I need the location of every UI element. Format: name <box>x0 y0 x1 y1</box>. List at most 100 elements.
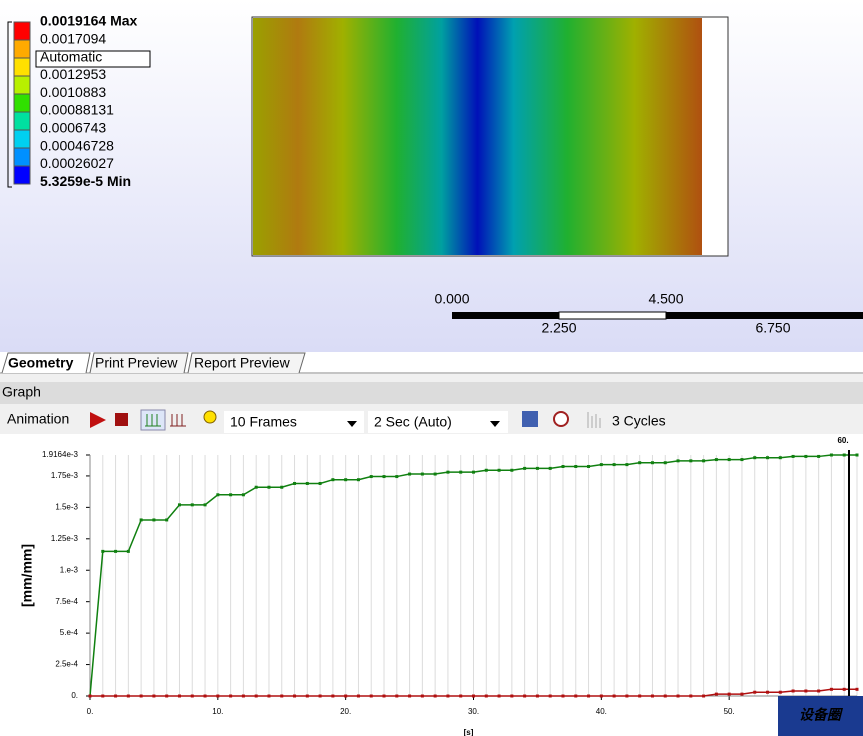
y-tick-label: 1.75e-3 <box>51 471 79 480</box>
series-point <box>152 518 156 522</box>
series-point <box>433 472 437 476</box>
play-button[interactable] <box>90 412 106 428</box>
frames-value[interactable]: 10 Frames <box>230 414 297 430</box>
series-point <box>305 694 309 698</box>
legend-label: 0.0006743 <box>40 120 106 136</box>
series-point <box>139 694 143 698</box>
y-tick-label: 1.25e-3 <box>51 534 79 543</box>
series-point <box>740 692 744 696</box>
series-point <box>216 694 220 698</box>
series-point <box>497 694 501 698</box>
tab[interactable] <box>187 352 306 374</box>
legend-label: 0.0017094 <box>40 31 106 47</box>
series-point <box>676 694 680 698</box>
panel-header <box>0 382 863 404</box>
series-point <box>714 692 718 696</box>
frames-select[interactable] <box>224 411 364 433</box>
series-point <box>472 694 475 698</box>
cycles-icon <box>587 412 601 428</box>
series-point <box>817 689 821 693</box>
stop-button[interactable] <box>115 413 128 426</box>
frames-icon <box>145 414 161 427</box>
series-point <box>331 694 335 698</box>
export-button[interactable] <box>522 411 538 427</box>
series-point <box>804 689 808 693</box>
duration-value[interactable]: 2 Sec (Auto) <box>374 414 452 430</box>
series-point <box>254 485 258 489</box>
contour-plot <box>253 18 702 255</box>
tab-label[interactable]: Geometry <box>8 355 74 371</box>
series-point <box>740 458 744 462</box>
series-point <box>408 472 412 476</box>
dropdown-arrow[interactable] <box>490 421 500 427</box>
zoom-button[interactable] <box>553 411 569 427</box>
x-tick-label: 0. <box>87 707 94 716</box>
series-point <box>369 694 373 698</box>
x-tick-label: 50. <box>724 707 735 716</box>
series-point <box>190 503 194 507</box>
series-point <box>574 694 578 698</box>
series-point <box>689 459 693 463</box>
series-point <box>344 694 348 698</box>
legend-swatch <box>13 147 31 167</box>
series-point <box>280 694 284 698</box>
tab-label[interactable]: Report Preview <box>194 355 291 371</box>
series-point <box>587 694 591 698</box>
frames-toggle[interactable] <box>140 409 166 431</box>
series-point <box>804 454 808 458</box>
legend-input[interactable] <box>35 50 151 68</box>
series-point <box>203 694 207 698</box>
y-tick-label: 1.5e-3 <box>55 502 78 511</box>
series-point <box>459 694 463 698</box>
series-point <box>241 493 245 497</box>
chart: 0. 2.5e-4 5.e-4 7.5e-4 1.e-3 1.25e-3 1.5e-3 1.7… <box>19 436 859 736</box>
series-point <box>638 461 642 465</box>
series-point <box>727 458 731 462</box>
series-point <box>114 549 118 553</box>
series-point <box>791 689 795 693</box>
series-point <box>829 687 833 691</box>
series-point <box>766 690 770 694</box>
series-point <box>599 463 603 467</box>
series-point <box>216 493 220 497</box>
series-point <box>766 456 770 460</box>
series-point <box>420 472 424 476</box>
scale-segment <box>558 311 667 320</box>
series-point <box>254 694 258 698</box>
legend-label: 0.0012953 <box>40 66 106 82</box>
series-point <box>356 694 360 698</box>
series-point <box>484 468 488 472</box>
series-point <box>702 459 706 463</box>
y-tick-label: 7.5e-4 <box>55 597 78 606</box>
series-point <box>152 694 156 698</box>
series-point <box>497 468 501 472</box>
series-point <box>663 461 667 465</box>
series-point <box>842 687 846 691</box>
scale-label: 4.500 <box>648 291 683 307</box>
series-point <box>126 549 130 553</box>
y-axis-label: [mm/mm] <box>19 544 35 607</box>
duration-select[interactable] <box>368 411 508 433</box>
splitter <box>0 374 863 382</box>
series-point <box>523 694 527 698</box>
series-point <box>574 464 578 468</box>
toolbar-label: Animation <box>7 411 69 427</box>
series-point <box>190 694 194 698</box>
frames-icon[interactable] <box>170 414 186 427</box>
tab[interactable] <box>1 352 91 374</box>
y-tick-label: 5.e-4 <box>60 628 79 637</box>
series-point <box>638 694 642 698</box>
scale-label: 2.250 <box>541 320 576 336</box>
series-point <box>318 481 322 485</box>
series-point <box>625 463 629 467</box>
tab[interactable] <box>89 352 189 374</box>
dropdown-arrow[interactable] <box>347 421 357 427</box>
tab-label[interactable]: Print Preview <box>95 355 178 371</box>
series-point <box>472 470 475 474</box>
series-point <box>676 459 680 463</box>
light-icon[interactable] <box>203 410 217 424</box>
series-point <box>612 463 616 467</box>
legend-swatch <box>13 39 31 59</box>
y-tick-label: 1.e-3 <box>60 565 79 574</box>
